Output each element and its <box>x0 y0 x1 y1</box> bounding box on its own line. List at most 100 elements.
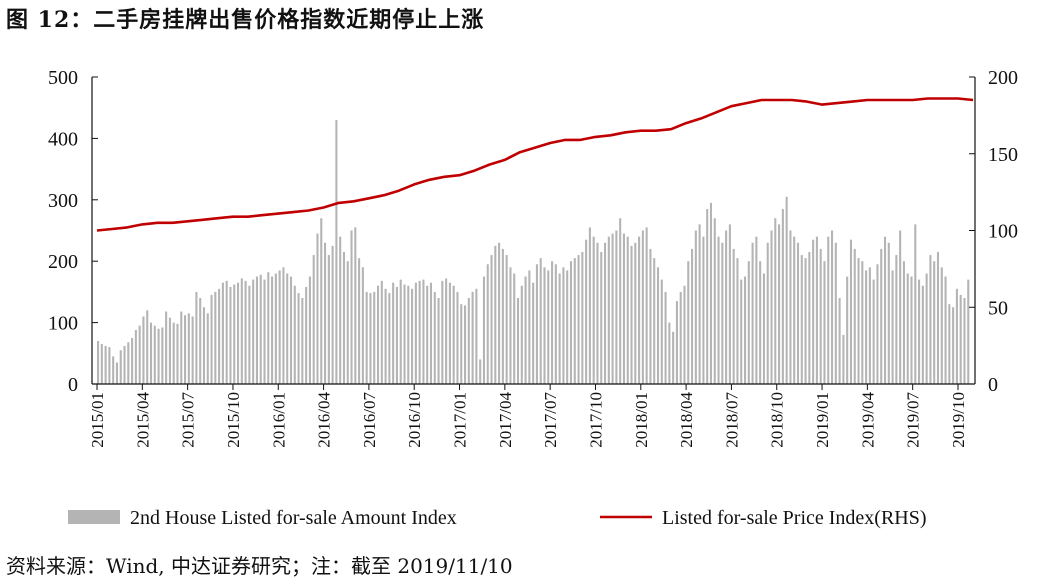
bar <box>240 278 243 384</box>
bar <box>766 242 769 384</box>
bar <box>108 347 111 384</box>
bar <box>732 248 735 384</box>
left-tick-label: 100 <box>48 313 78 335</box>
bar <box>100 344 103 384</box>
bar <box>380 280 383 384</box>
bar <box>641 230 644 384</box>
bar <box>479 359 482 384</box>
x-tick-label: 2016/07 <box>360 392 379 448</box>
bar <box>547 270 550 384</box>
bar <box>728 224 731 384</box>
bar <box>127 342 130 384</box>
bar <box>339 236 342 384</box>
x-tick-label: 2019/01 <box>813 392 832 448</box>
bar <box>687 261 690 384</box>
bar <box>206 313 209 384</box>
bar <box>524 276 527 384</box>
x-tick-label: 2015/04 <box>133 392 152 448</box>
bar <box>202 307 206 384</box>
bar <box>785 196 788 384</box>
bar <box>933 261 936 384</box>
bar <box>952 307 955 384</box>
bar <box>115 362 118 384</box>
bar <box>558 273 561 384</box>
bar <box>656 267 660 384</box>
bar <box>131 337 134 384</box>
x-tick-label: 2018/01 <box>632 392 651 448</box>
bar <box>267 272 270 384</box>
right-tick-label: 200 <box>988 67 1018 89</box>
x-tick-label: 2015/01 <box>88 392 107 448</box>
x-tick-label: 2019/07 <box>904 392 923 448</box>
bar <box>819 248 822 384</box>
x-tick-label: 2018/07 <box>722 392 741 448</box>
bar <box>675 301 678 384</box>
bar <box>165 311 168 384</box>
bar <box>812 239 815 384</box>
bar <box>142 316 145 384</box>
bar <box>619 218 622 384</box>
bar <box>528 270 531 384</box>
bar <box>796 242 800 384</box>
bar <box>452 285 455 384</box>
bar <box>804 258 807 384</box>
bar <box>342 251 346 384</box>
legend-swatch-bars <box>68 510 120 524</box>
bar <box>513 273 516 384</box>
bar <box>263 279 266 384</box>
right-tick-label: 150 <box>988 144 1018 166</box>
x-tick-label: 2019/04 <box>858 392 877 448</box>
bar <box>569 261 573 384</box>
bar <box>494 245 497 384</box>
bar <box>660 279 663 384</box>
bar <box>713 218 716 384</box>
bar <box>880 248 883 384</box>
bar <box>119 350 122 384</box>
bar <box>244 280 247 384</box>
bar-series <box>97 119 970 384</box>
bar <box>252 279 255 384</box>
bar <box>721 242 724 384</box>
bar <box>403 284 406 384</box>
bar <box>172 322 175 384</box>
bar <box>161 327 164 384</box>
bar <box>305 286 308 384</box>
bar <box>516 298 520 384</box>
x-tick-label: 2019/10 <box>949 392 968 448</box>
bar <box>634 242 637 384</box>
bar <box>104 345 107 384</box>
x-tick-label: 2015/07 <box>179 392 198 448</box>
bar <box>895 255 898 384</box>
left-tick-label: 400 <box>48 128 78 150</box>
bar <box>891 270 894 384</box>
bar <box>774 218 777 384</box>
bar <box>918 279 921 384</box>
bar <box>233 284 236 384</box>
bar <box>902 261 905 384</box>
bar <box>460 304 463 384</box>
bar <box>414 282 417 384</box>
bar <box>214 291 217 384</box>
right-tick-label: 100 <box>988 221 1018 243</box>
bar <box>815 236 818 384</box>
bar <box>827 236 830 384</box>
bar <box>770 230 773 384</box>
bar <box>865 270 868 384</box>
bar <box>210 294 213 384</box>
bar <box>808 251 811 384</box>
bar <box>301 298 304 384</box>
bar <box>229 286 232 384</box>
bar <box>123 345 126 384</box>
bar <box>350 230 353 384</box>
bar <box>218 288 221 384</box>
bar <box>520 285 523 384</box>
bar <box>577 255 580 384</box>
bar <box>876 264 879 384</box>
bar <box>320 218 323 384</box>
x-tick-label: 2017/04 <box>496 392 515 448</box>
bar <box>740 279 743 384</box>
left-tick-label: 200 <box>48 251 78 273</box>
bar <box>717 236 720 384</box>
bar <box>759 261 762 384</box>
